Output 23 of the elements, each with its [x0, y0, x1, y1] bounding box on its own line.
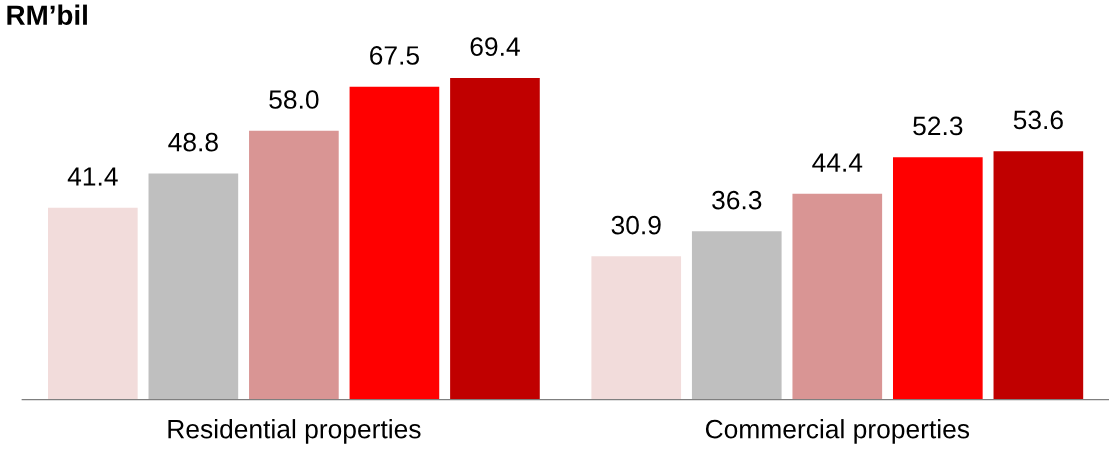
data-label: 30.9: [611, 215, 661, 235]
bar: [47, 207, 138, 400]
data-label: 36.3: [712, 190, 762, 210]
chart-title: RM’bil: [7, 4, 87, 26]
data-label: 69.4: [470, 37, 520, 56]
bar: [450, 77, 540, 400]
data-label: 41.4: [67, 167, 118, 186]
data-label: 48.8: [168, 132, 218, 152]
bar: [892, 157, 983, 400]
bar: [792, 193, 883, 400]
bar: [691, 231, 782, 400]
data-label: 67.5: [370, 46, 419, 65]
bar: [993, 151, 1084, 400]
x-tick-label: Commercial properties: [705, 419, 970, 444]
data-label: 44.4: [812, 153, 863, 172]
bar: [591, 256, 682, 400]
bar: [148, 173, 239, 400]
data-label: 52.3: [913, 116, 963, 136]
data-label: 58.0: [269, 90, 319, 109]
x-tick-label: Residential properties: [168, 419, 421, 444]
data-label: 53.6: [1013, 110, 1063, 130]
bar: [249, 130, 339, 400]
bar: [349, 86, 440, 400]
